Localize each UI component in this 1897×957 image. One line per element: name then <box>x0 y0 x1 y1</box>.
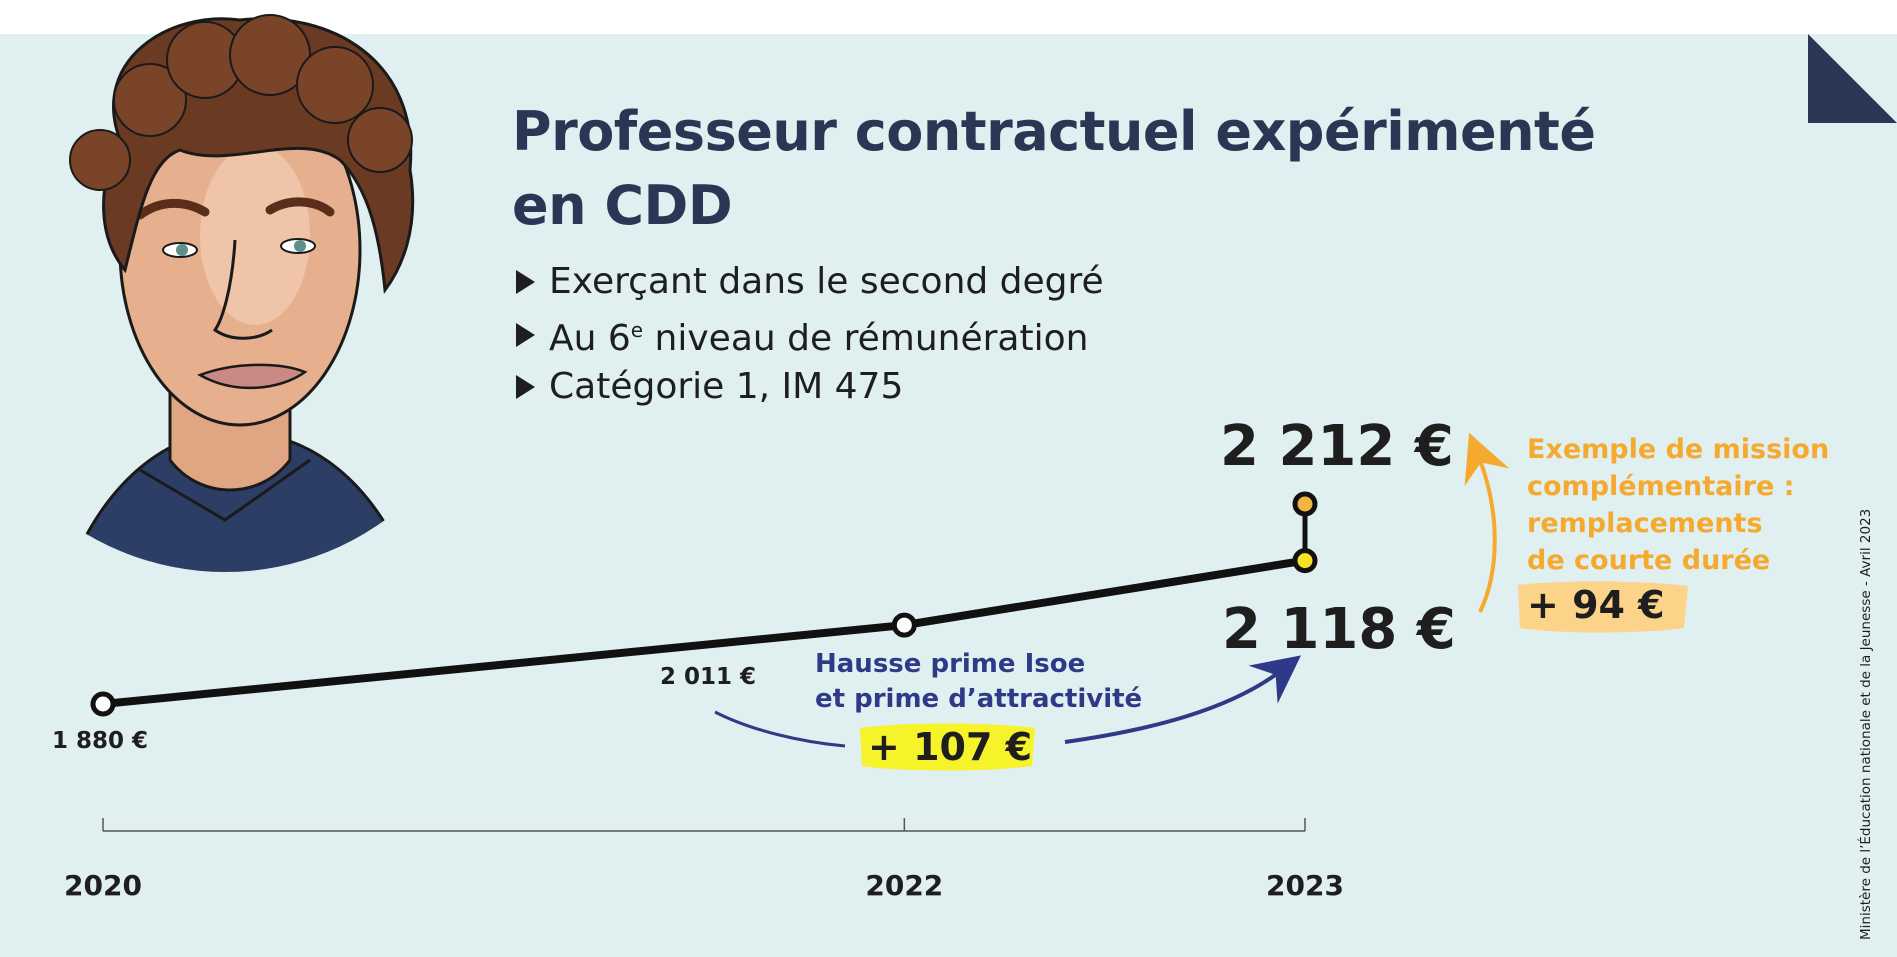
detail-item: Catégorie 1, IM 475 <box>516 363 1104 411</box>
mission-annotation-line: de courte durée <box>1527 545 1770 576</box>
detail-superscript: e <box>630 318 644 342</box>
isoe-annotation-line: Hausse prime Isoe <box>815 649 1085 679</box>
isoe-arrow-icon <box>1064 655 1302 744</box>
point-label-2020: 1 880 € <box>52 728 148 754</box>
mission-annotation-line: complémentaire : <box>1527 471 1794 502</box>
title-line-2: en CDD <box>512 174 733 237</box>
mission-badge-highlight <box>1518 581 1688 633</box>
isoe-annotation-line: et prime d’attractivité <box>815 684 1142 714</box>
detail-item: Au 6e niveau de rémunération <box>516 306 1104 363</box>
credit-text: Ministère de l’Éducation nationale et de… <box>1858 508 1874 940</box>
x-tick-label: 2023 <box>1266 869 1344 902</box>
mission-total-label: 2 212 € <box>1220 414 1454 479</box>
point-label-2023: 2 118 € <box>1222 597 1456 662</box>
x-tick-label: 2022 <box>865 869 943 902</box>
detail-text: Au 6e niveau de rémunération <box>549 306 1088 363</box>
data-point-2022 <box>891 612 917 638</box>
isoe-increase-badge: + 107 € <box>868 725 1032 769</box>
isoe-arrow-left <box>714 710 846 748</box>
mission-annotation-line: Exemple de mission <box>1527 434 1829 465</box>
mission-annotation-line: remplacements <box>1527 508 1763 539</box>
data-point-2023-mission <box>1292 491 1318 517</box>
bullet-triangle-icon <box>516 322 535 347</box>
detail-text-post: niveau de rémunération <box>643 318 1089 359</box>
point-label-2022: 2 011 € <box>660 664 756 690</box>
bullet-triangle-icon <box>516 375 535 399</box>
mission-arrow-icon <box>1464 432 1510 613</box>
data-point-2023 <box>1292 548 1318 574</box>
corner-fold-decoration <box>1808 34 1897 123</box>
detail-text: Catégorie 1, IM 475 <box>549 366 904 407</box>
detail-text-pre: Au 6 <box>549 318 631 359</box>
detail-list: Exerçant dans le second degré Au 6e nive… <box>516 258 1104 411</box>
title-line-1: Professeur contractuel expérimenté <box>512 100 1596 163</box>
teacher-portrait-illustration <box>57 14 423 572</box>
detail-text: Exerçant dans le second degré <box>549 261 1104 302</box>
x-tick-label: 2020 <box>64 869 142 902</box>
bullet-triangle-icon <box>516 270 535 294</box>
isoe-badge-highlight <box>860 723 1035 771</box>
detail-item: Exerçant dans le second degré <box>516 258 1104 306</box>
page-title: Professeur contractuel expérimenté en CD… <box>512 95 1596 243</box>
data-point-2020 <box>90 691 116 717</box>
mission-increase-badge: + 94 € <box>1527 583 1665 627</box>
